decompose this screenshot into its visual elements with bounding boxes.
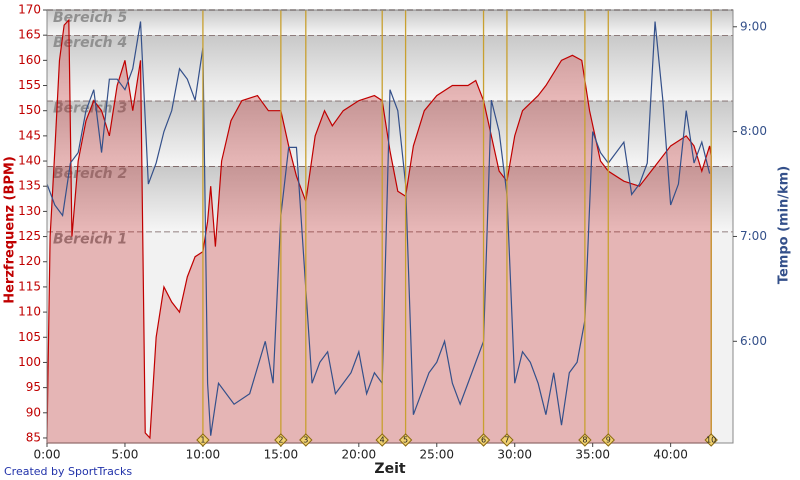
y-tick-label: 130	[18, 204, 41, 218]
x-tick-label: 25:00	[419, 448, 454, 462]
lap-marker	[299, 433, 313, 447]
lap-marker	[578, 433, 592, 447]
y-tick-label: 115	[18, 279, 41, 293]
x-tick-label: 20:00	[342, 448, 377, 462]
y-tick-label: 165	[18, 28, 41, 42]
zone-band	[47, 10, 733, 36]
y-axis-label: Herzfrequenz (BPM)	[3, 156, 18, 304]
lap-marker	[500, 433, 514, 447]
y-tick-label: 155	[18, 78, 41, 92]
y-tick-label: 150	[18, 103, 41, 117]
y-tick-label: 135	[18, 179, 41, 193]
y-tick-label: 110	[18, 305, 41, 319]
lap-label: 5	[403, 436, 408, 445]
y-tick-label: 105	[18, 330, 41, 344]
zone-band	[47, 166, 733, 232]
lap-label: 7	[504, 436, 509, 445]
y2-tick-label: 8:00	[740, 124, 767, 138]
lap-label: 3	[303, 436, 308, 445]
heart-rate-area	[46, 18, 712, 444]
y-tick-label: 160	[18, 53, 41, 67]
lap-marker	[601, 433, 615, 447]
x-tick-label: 15:00	[264, 448, 299, 462]
plot-frame	[46, 9, 734, 444]
y-tick-label: 100	[18, 355, 41, 369]
y-tick-label: 170	[18, 3, 41, 17]
lap-marker	[274, 433, 288, 447]
lap-label: 1	[200, 436, 205, 445]
lap-label: 6	[481, 436, 486, 445]
x-tick-label: 30:00	[497, 448, 532, 462]
y2-tick-label: 7:00	[740, 229, 767, 243]
x-tick-label: 0:00	[34, 448, 61, 462]
x-tick-label: 10:00	[186, 448, 221, 462]
lap-marker	[375, 433, 389, 447]
y-tick-label: 120	[18, 254, 41, 268]
y-tick-label: 85	[26, 430, 41, 444]
x-axis-label: Zeit	[374, 461, 405, 477]
y-tick-label: 90	[26, 405, 41, 419]
y-tick-label: 95	[26, 380, 41, 394]
lap-marker	[196, 433, 210, 447]
lap-label: 9	[606, 436, 611, 445]
x-tick-label: 40:00	[653, 448, 688, 462]
y-tick-label: 140	[18, 154, 41, 168]
lap-label: 8	[582, 436, 587, 445]
lap-marker	[704, 433, 718, 447]
zone-label: Bereich 4	[53, 35, 127, 51]
y-tick-label: 125	[18, 229, 41, 243]
x-tick-label: 5:00	[111, 448, 138, 462]
zone-label: Bereich 5	[53, 10, 128, 26]
y-tick-label: 145	[18, 128, 41, 142]
lap-label: 2	[278, 436, 283, 445]
footer: Created by SportTracks	[4, 465, 132, 478]
lap-marker	[476, 433, 491, 447]
lap-marker	[398, 433, 413, 447]
y2-axis-label: Tempo (min/km)	[777, 166, 792, 284]
y2-tick-label: 6:00	[740, 334, 767, 348]
lap-label: 10	[706, 436, 716, 445]
lap-label: 4	[380, 436, 385, 445]
x-tick-label: 35:00	[575, 448, 610, 462]
y2-tick-label: 9:00	[740, 19, 767, 33]
